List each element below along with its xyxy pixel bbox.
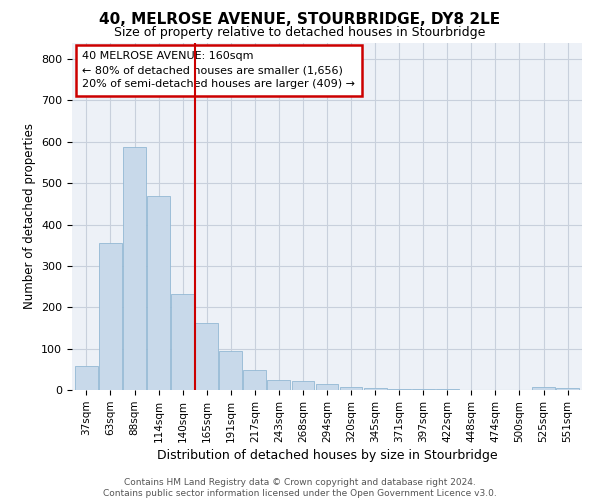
Bar	[532, 386, 555, 390]
Text: Contains HM Land Registry data © Crown copyright and database right 2024.
Contai: Contains HM Land Registry data © Crown c…	[103, 478, 497, 498]
Bar	[340, 386, 362, 390]
Text: Size of property relative to detached houses in Stourbridge: Size of property relative to detached ho…	[115, 26, 485, 39]
Bar	[268, 380, 290, 390]
Bar	[195, 323, 218, 390]
Bar	[244, 370, 266, 390]
Bar	[220, 350, 242, 390]
Bar	[436, 389, 459, 390]
Bar	[556, 388, 579, 390]
Bar	[171, 294, 194, 390]
Bar	[99, 243, 122, 390]
Bar	[316, 384, 338, 390]
X-axis label: Distribution of detached houses by size in Stourbridge: Distribution of detached houses by size …	[157, 449, 497, 462]
Text: 40, MELROSE AVENUE, STOURBRIDGE, DY8 2LE: 40, MELROSE AVENUE, STOURBRIDGE, DY8 2LE	[100, 12, 500, 28]
Bar	[388, 389, 410, 390]
Bar	[292, 381, 314, 390]
Bar	[123, 147, 146, 390]
Bar	[147, 196, 170, 390]
Y-axis label: Number of detached properties: Number of detached properties	[23, 123, 35, 309]
Bar	[75, 366, 98, 390]
Bar	[364, 388, 386, 390]
Text: 40 MELROSE AVENUE: 160sqm
← 80% of detached houses are smaller (1,656)
20% of se: 40 MELROSE AVENUE: 160sqm ← 80% of detac…	[82, 51, 355, 89]
Bar	[412, 389, 434, 390]
